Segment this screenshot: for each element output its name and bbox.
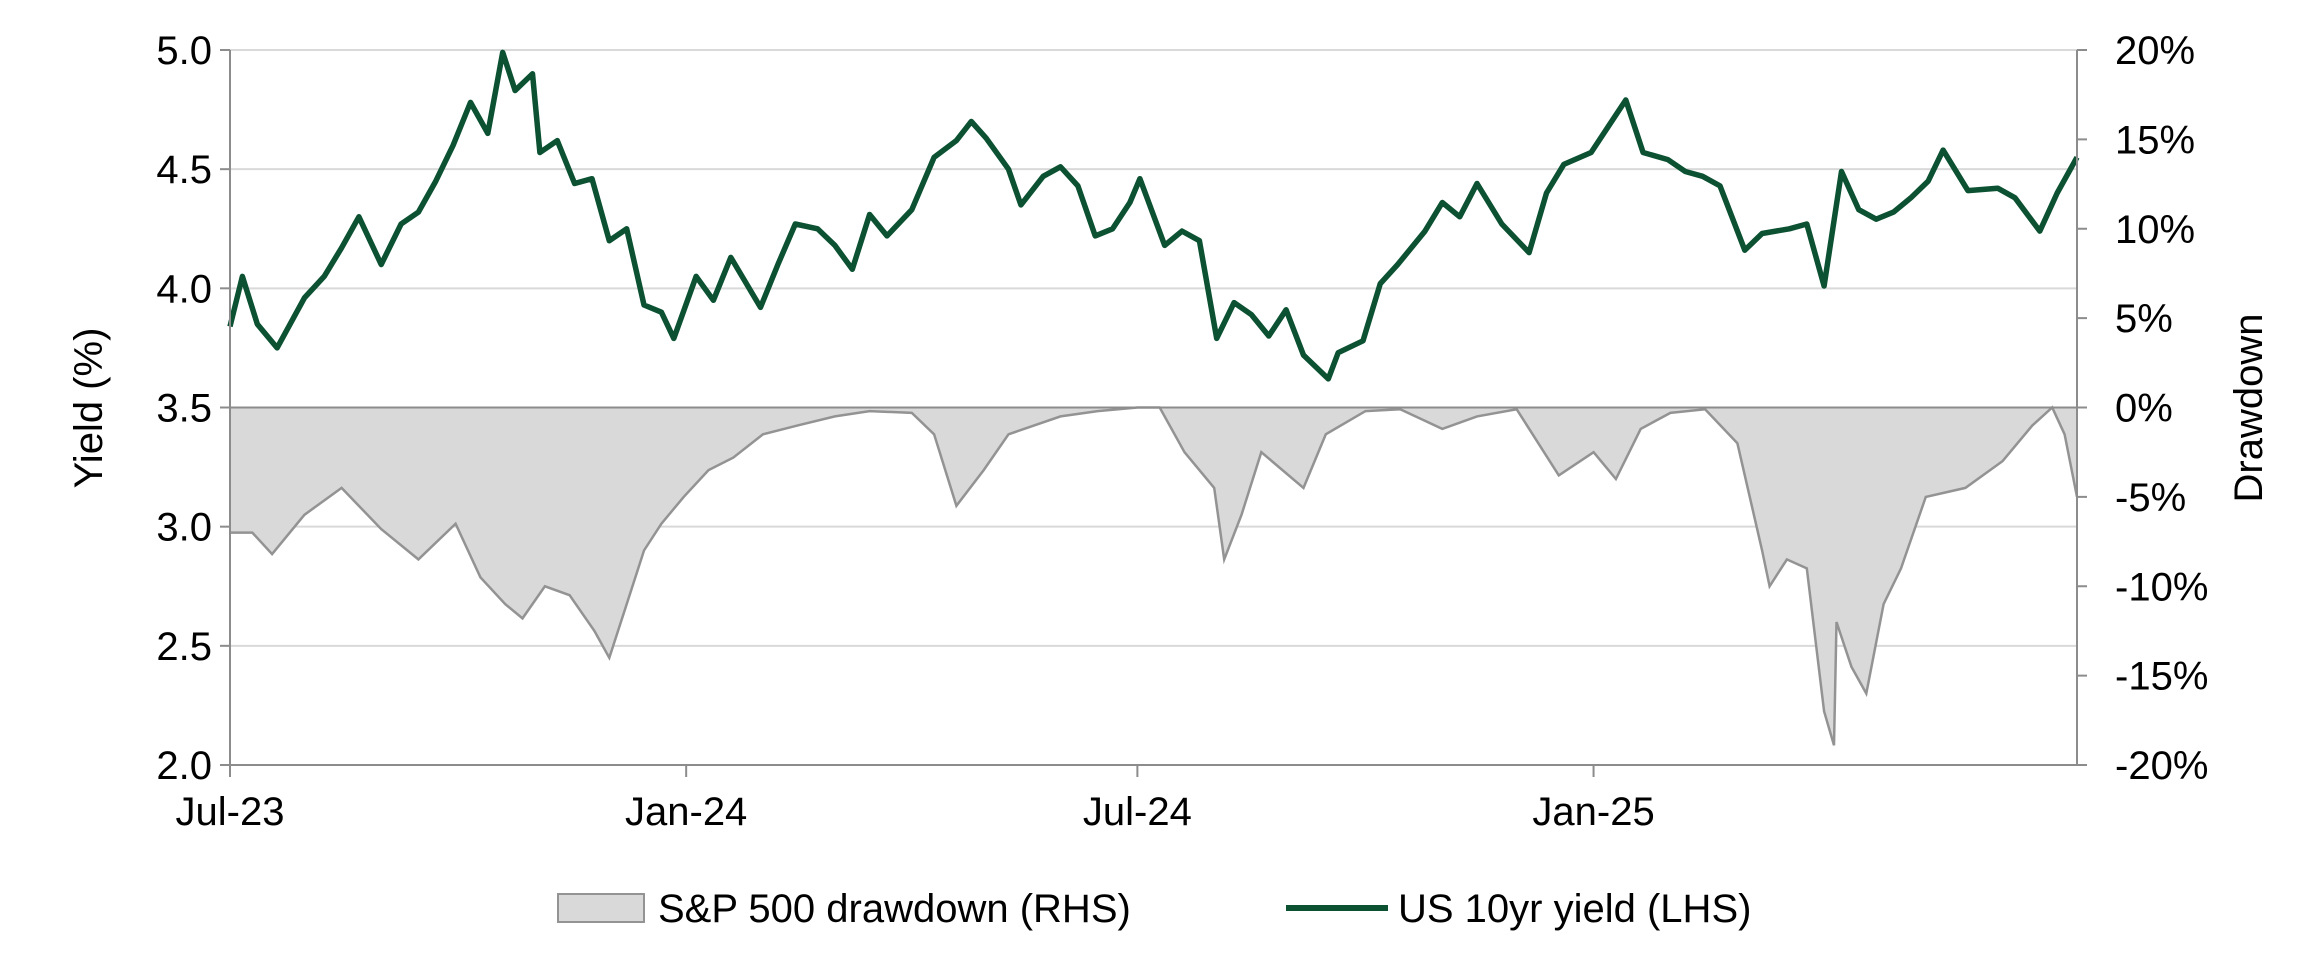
right-y-tick-label: 10% (2115, 208, 2195, 252)
x-tick-label: Jul-23 (176, 790, 285, 834)
x-tick-labels: Jul-23 Jan-24 Jul-24 Jan-25 (176, 790, 1655, 834)
x-tick-label: Jan-25 (1532, 790, 1654, 834)
right-y-tick-label: 15% (2115, 118, 2195, 162)
right-y-tick-label: -20% (2115, 744, 2208, 788)
drawdown-area-layer (230, 405, 2079, 746)
right-y-tick-label: -15% (2115, 655, 2208, 699)
yield-line (227, 49, 2080, 382)
right-y-tick-label: -10% (2115, 565, 2208, 609)
x-tick-label: Jan-24 (625, 790, 747, 834)
legend-yield-label: US 10yr yield (LHS) (1398, 887, 1751, 931)
right-y-tick-labels: -20% -15% -10% -5% 0% 5% 10% 15% 20% (2115, 29, 2208, 788)
left-y-tick-labels: 2.0 2.5 3.0 3.5 4.0 4.5 5.0 (156, 29, 212, 788)
axes (220, 49, 2087, 777)
left-y-tick-label: 4.0 (156, 267, 212, 311)
legend-drawdown-swatch (557, 893, 645, 923)
left-y-tick-label: 2.0 (156, 744, 212, 788)
legend: S&P 500 drawdown (RHS) US 10yr yield (LH… (557, 887, 1751, 931)
left-y-tick-label: 2.5 (156, 625, 212, 669)
left-y-tick-label: 3.0 (156, 506, 212, 550)
x-tick-label: Jul-24 (1083, 790, 1192, 834)
left-y-tick-label: 5.0 (156, 29, 212, 73)
right-y-tick-label: 0% (2115, 387, 2173, 431)
left-y-tick-label: 4.5 (156, 148, 212, 192)
drawdown-area (230, 407, 2077, 746)
yield-line-layer (227, 49, 2080, 382)
left-axis-title: Yield (%) (67, 328, 111, 489)
right-y-tick-label: 20% (2115, 29, 2195, 73)
left-y-tick-label: 3.5 (156, 387, 212, 431)
right-y-tick-label: -5% (2115, 476, 2186, 520)
right-axis-title: Drawdown (2227, 314, 2271, 503)
legend-drawdown-label: S&P 500 drawdown (RHS) (658, 887, 1131, 931)
right-y-tick-label: 5% (2115, 297, 2173, 341)
drawdown-outline (230, 405, 2079, 746)
